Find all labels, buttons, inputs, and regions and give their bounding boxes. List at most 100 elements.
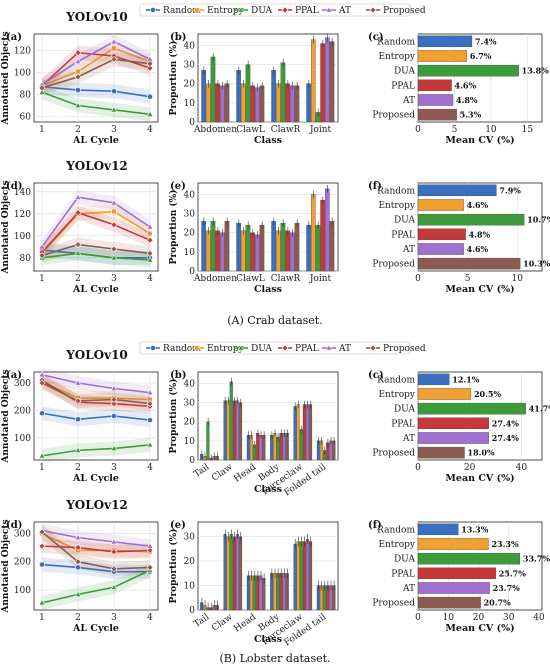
bar-dua: [253, 575, 257, 611]
series-line-ppal: [41, 211, 151, 253]
data-point-entropy: [147, 230, 153, 237]
legend-marker-at: [325, 6, 333, 13]
series-line-proposed: [41, 382, 151, 405]
series-band-at: [42, 34, 150, 92]
data-point-ppal: [146, 236, 154, 244]
data-point-dua: [110, 583, 118, 590]
x-tick-label: 1: [39, 613, 45, 623]
value-label: 4.6%: [467, 200, 489, 210]
x-tick-label: 4: [147, 463, 153, 473]
category-label: Proposed: [372, 111, 415, 121]
figure-rows: YOLOv10 Random Entropy DUA PPAL AT Proposed 60 8…: [1, 3, 550, 648]
bar-entropy: [276, 83, 281, 123]
x-tick-label: 1: [39, 125, 45, 135]
value-label: 7.4%: [475, 36, 497, 46]
data-point-proposed: [146, 400, 154, 408]
value-label: 4.6%: [455, 80, 477, 90]
y-tick-label: 0: [189, 456, 195, 466]
data-point-proposed: [74, 241, 82, 249]
y-axis-label: Proportion (%): [168, 41, 179, 116]
y-axis-label: Annotated Objects: [1, 180, 11, 274]
data-point-dua: [38, 452, 46, 459]
data-point-at: [110, 38, 118, 45]
value-label: 10.3%: [523, 259, 550, 269]
legend-marker-dua: [237, 344, 245, 351]
bar-ppal: [250, 85, 255, 123]
x-tick-label: ClawL: [236, 274, 265, 284]
bar-dua: [206, 421, 210, 461]
panel-label: (a): [6, 32, 22, 43]
panel-label: (b): [170, 32, 186, 43]
x-tick-label: 0: [415, 463, 421, 473]
bar-proposed: [224, 83, 230, 123]
data-point-dua: [146, 256, 154, 263]
y-tick-label: 10: [184, 99, 196, 109]
category-label: Entropy: [378, 540, 415, 550]
bar-random: [271, 70, 276, 123]
series-band-dua: [42, 246, 150, 268]
hbar-random: [417, 35, 473, 48]
series-band-dua: [42, 563, 150, 610]
bar-ppal: [285, 83, 290, 123]
data-point-ppal: [74, 49, 82, 57]
hbar-random: [417, 373, 450, 386]
bar-at: [235, 534, 239, 611]
value-label: 4.8%: [456, 95, 478, 105]
data-point-dua: [146, 110, 154, 117]
data-point-proposed: [74, 397, 82, 405]
y-tick-label: 40: [184, 190, 196, 200]
bar-at: [259, 575, 263, 611]
x-tick-label: 20: [464, 463, 476, 473]
series-band-ppal: [42, 373, 150, 414]
series-line-random: [41, 412, 151, 421]
legend-marker-proposed: [369, 344, 377, 352]
bar-proposed: [285, 573, 289, 611]
bar-at: [305, 538, 309, 611]
bar-random: [246, 575, 250, 611]
category-label: PPAL: [391, 81, 415, 91]
bar-dua: [299, 429, 303, 461]
series-line-entropy: [41, 380, 151, 401]
data-point-at: [146, 389, 154, 396]
hbar-dua: [417, 402, 526, 415]
x-tick-label: Abdomen: [193, 125, 237, 135]
hbar-at: [417, 582, 490, 594]
data-point-at: [74, 534, 82, 541]
x-tick-label: 20: [473, 613, 485, 623]
data-point-proposed: [38, 379, 46, 387]
bar-dua: [245, 64, 251, 123]
bar-ppal: [279, 573, 283, 611]
x-tick-label: Head: [232, 612, 258, 634]
bar-entropy: [249, 575, 253, 611]
x-axis-label: Mean CV (%): [445, 473, 514, 484]
value-label: 23.3%: [491, 539, 518, 549]
series-line-at: [41, 40, 151, 86]
value-label: 6.7%: [470, 51, 492, 61]
data-point-dua: [74, 590, 82, 597]
data-point-random: [75, 416, 81, 423]
x-tick-label: 3: [111, 463, 117, 473]
series-band-proposed: [42, 52, 150, 95]
bar-proposed: [329, 221, 335, 272]
bar-ppal: [279, 433, 283, 461]
legend-label-ppal: PPAL: [295, 6, 319, 16]
series-line-entropy: [41, 47, 151, 87]
x-tick-label: 3: [111, 613, 117, 623]
series-band-proposed: [42, 375, 150, 411]
data-point-ppal: [146, 64, 154, 72]
data-point-at: [38, 371, 46, 378]
bar-random: [223, 400, 227, 461]
x-tick-label: 2: [75, 274, 81, 284]
series-line-random: [41, 563, 150, 573]
category-label: AT: [402, 584, 415, 594]
bar-entropy: [273, 433, 277, 461]
x-tick-label: 0: [415, 125, 421, 135]
value-label: 41.7%: [529, 404, 550, 414]
value-label: 18.0%: [468, 448, 495, 458]
value-label: 5.3%: [460, 110, 482, 120]
hbar-ppal: [417, 228, 466, 241]
x-tick-label: 10: [511, 274, 523, 284]
bar-dua: [280, 223, 286, 272]
